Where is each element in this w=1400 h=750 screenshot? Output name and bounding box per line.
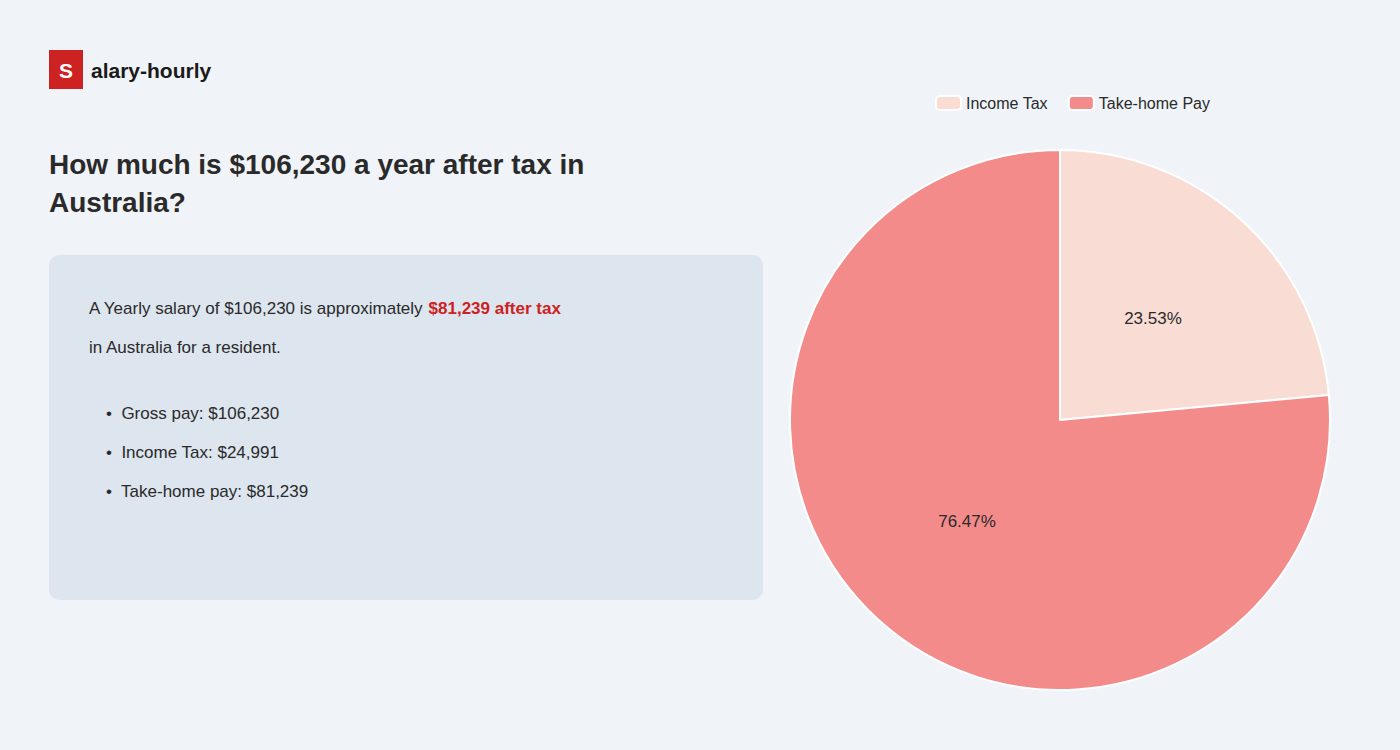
svg-text:23.53%: 23.53% (1124, 309, 1182, 328)
svg-text:A Yearly salary of $106,230 is: A Yearly salary of $106,230 is approxima… (89, 299, 427, 318)
svg-text:• Gross pay: $106,230: • Gross pay: $106,230 (106, 404, 279, 423)
svg-text:$81,239 after tax: $81,239 after tax (429, 299, 562, 318)
svg-text:• Take-home pay: $81,239: • Take-home pay: $81,239 (106, 482, 308, 501)
svg-text:alary-hourly: alary-hourly (91, 59, 212, 82)
svg-text:• Income Tax: $24,991: • Income Tax: $24,991 (106, 443, 279, 462)
svg-text:76.47%: 76.47% (938, 512, 996, 531)
svg-text:Australia?: Australia? (49, 187, 186, 218)
svg-text:How much is $106,230 a year af: How much is $106,230 a year after tax in (49, 149, 584, 180)
svg-text:in Australia for a resident.: in Australia for a resident. (89, 338, 281, 357)
svg-text:Income Tax: Income Tax (966, 95, 1048, 112)
svg-text:S: S (59, 59, 73, 82)
svg-text:Take-home Pay: Take-home Pay (1099, 95, 1210, 112)
